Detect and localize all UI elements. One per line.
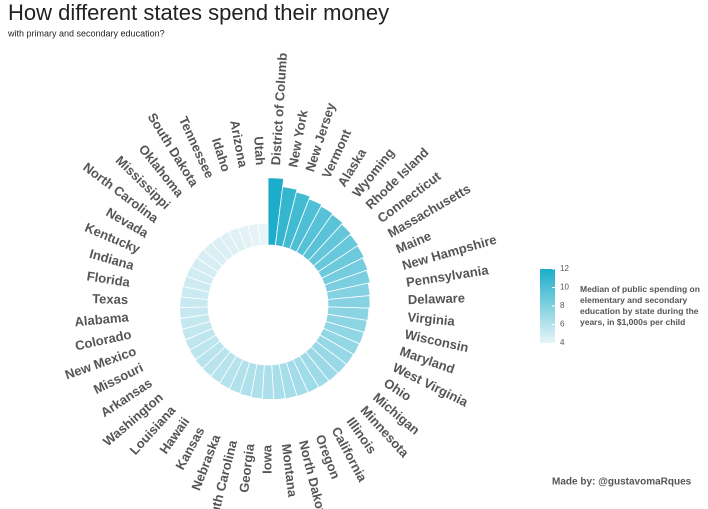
category-label: District of Columb: [268, 52, 290, 165]
bar: [295, 205, 334, 257]
bar: [247, 223, 262, 248]
bar: [322, 320, 365, 345]
bar: [315, 334, 355, 366]
bar: [196, 248, 223, 273]
bar: [194, 340, 226, 370]
legend-tick-label: 6: [560, 320, 565, 329]
bar: [271, 363, 286, 401]
bar: [188, 334, 221, 361]
bar: [228, 358, 251, 394]
chart-title: How different states spend their money: [8, 0, 389, 25]
bar: [182, 275, 212, 293]
category-label: Iowa: [259, 444, 274, 474]
caption: Made by: @gustavomaRques: [552, 477, 692, 488]
bar: [326, 282, 371, 300]
bar: [186, 265, 215, 286]
legend-tick-label: 10: [560, 283, 569, 292]
bar: [181, 320, 214, 341]
bar: [302, 213, 344, 262]
bar: [305, 346, 339, 382]
bar: [274, 186, 298, 248]
bar: [310, 340, 347, 374]
bar: [184, 327, 217, 351]
bar: [203, 241, 229, 267]
bar: [179, 313, 211, 330]
bar: [179, 306, 210, 320]
bar: [307, 223, 352, 267]
bar: [327, 295, 371, 309]
bar: [292, 355, 320, 394]
legend-tick-label: 8: [560, 301, 565, 310]
bar: [324, 269, 371, 293]
bar: [219, 230, 241, 257]
legend-title: Median of public spending on elementary …: [580, 284, 700, 328]
bar: [257, 223, 269, 246]
bar: [261, 364, 275, 400]
category-label: Utah: [251, 136, 268, 166]
bar: [285, 358, 309, 398]
bar: [267, 177, 285, 246]
category-label: Virginia: [407, 309, 456, 328]
legend-gradient: [540, 269, 555, 343]
bar: [250, 363, 265, 400]
category-label: Florida: [86, 268, 132, 290]
category-label: Texas: [92, 291, 128, 307]
bar: [210, 235, 234, 262]
bar: [289, 198, 323, 253]
bar: [190, 257, 219, 279]
legend-tick-label: 4: [560, 338, 565, 347]
category-label: Delaware: [408, 290, 466, 307]
bar: [321, 257, 369, 286]
bar: [179, 296, 209, 309]
bar: [325, 313, 368, 333]
bar: [319, 327, 360, 356]
chart-subtitle: with primary and secondary education?: [7, 28, 165, 38]
bar: [228, 226, 247, 253]
bar: [317, 245, 365, 279]
bar: [218, 355, 244, 390]
category-label: Alabama: [74, 309, 130, 329]
legend-tick-label: 12: [560, 264, 569, 273]
category-label: Georgia: [236, 442, 257, 493]
bar: [312, 233, 359, 273]
bar: [326, 306, 370, 321]
bar: [282, 191, 311, 250]
bar: [237, 224, 254, 250]
category-label: Montana: [279, 443, 301, 499]
bar: [180, 285, 210, 300]
bar: [299, 351, 330, 389]
bar: [239, 361, 258, 398]
bar: [278, 361, 298, 400]
